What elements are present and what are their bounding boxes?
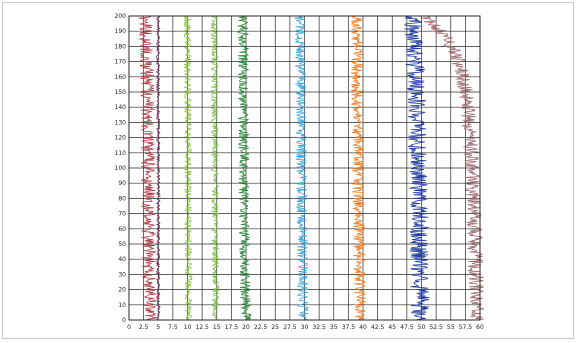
y-tick-label: 10 <box>118 302 126 309</box>
y-tick-label: 80 <box>118 195 126 202</box>
x-tick-label: 52.5 <box>429 324 443 331</box>
y-tick-label: 170 <box>115 59 127 66</box>
x-tick-label: 40 <box>359 324 367 331</box>
y-tick-label: 130 <box>115 119 127 126</box>
series-line-3 <box>183 15 193 321</box>
x-tick-label: 32.5 <box>312 324 326 331</box>
y-tick-label: 160 <box>115 74 127 81</box>
y-tick-label: 180 <box>115 43 127 50</box>
y-tick-label: 200 <box>115 13 127 20</box>
series-line-1 <box>138 15 158 321</box>
x-tick-label: 57.5 <box>459 324 473 331</box>
y-tick-label: 20 <box>118 287 126 294</box>
y-tick-label: 190 <box>115 28 127 35</box>
y-tick-label: 60 <box>118 226 126 233</box>
x-tick-label: 45 <box>388 324 396 331</box>
series-line-9 <box>421 15 484 321</box>
y-tick-label: 90 <box>118 180 126 187</box>
x-tick-label: 7.5 <box>168 324 178 331</box>
y-tick-label: 140 <box>115 104 127 111</box>
x-tick-label: 42.5 <box>371 324 385 331</box>
x-tick-label: 10 <box>184 324 192 331</box>
series-line-2 <box>156 15 161 321</box>
x-tick-label: 47.5 <box>400 324 414 331</box>
x-tick-label: 5 <box>156 324 160 331</box>
x-tick-label: 55 <box>447 324 455 331</box>
x-tick-label: 22.5 <box>254 324 268 331</box>
x-tick-label: 25 <box>271 324 279 331</box>
series-line-8 <box>404 15 430 321</box>
x-tick-label: 60 <box>476 324 484 331</box>
x-tick-label: 15 <box>213 324 221 331</box>
y-tick-label: 0 <box>122 317 126 324</box>
series-line-5 <box>237 15 252 321</box>
x-tick-label: 50 <box>418 324 426 331</box>
series-line-4 <box>210 15 220 321</box>
x-tick-label: 12.5 <box>195 324 209 331</box>
y-tick-label: 70 <box>118 211 126 218</box>
x-tick-label: 2.5 <box>139 324 149 331</box>
x-tick-label: 27.5 <box>283 324 297 331</box>
y-tick-label: 30 <box>118 271 126 278</box>
x-tick-label: 17.5 <box>225 324 239 331</box>
x-tick-label: 30 <box>301 324 309 331</box>
y-tick-label: 120 <box>115 135 127 142</box>
x-tick-label: 20 <box>242 324 250 331</box>
y-tick-label: 150 <box>115 89 127 96</box>
y-tick-label: 110 <box>115 150 127 157</box>
x-tick-label: 37.5 <box>342 324 356 331</box>
plot-border <box>128 15 481 321</box>
y-tick-label: 40 <box>118 256 126 263</box>
series-line-7 <box>350 15 366 321</box>
x-tick-label: 0 <box>127 324 131 331</box>
series-line-6 <box>294 15 309 321</box>
y-tick-label: 100 <box>115 165 127 172</box>
y-tick-label: 50 <box>118 241 126 248</box>
x-tick-label: 35 <box>330 324 338 331</box>
